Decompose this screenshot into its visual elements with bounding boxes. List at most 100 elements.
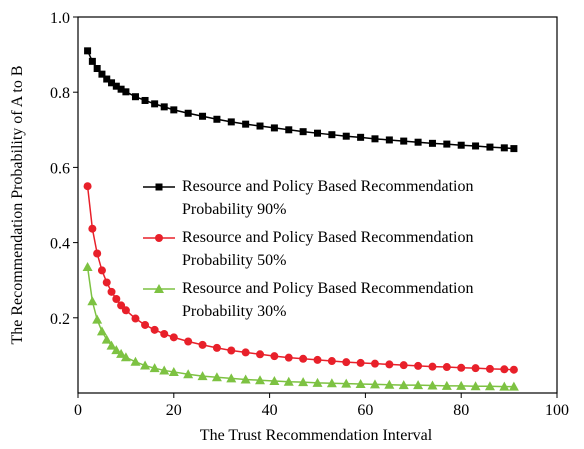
y-tick-label: 0.8 bbox=[50, 85, 70, 102]
marker bbox=[131, 93, 139, 101]
x-tick-label: 80 bbox=[453, 402, 469, 419]
marker bbox=[414, 138, 422, 146]
marker bbox=[399, 361, 408, 370]
marker bbox=[227, 118, 235, 126]
marker bbox=[101, 334, 112, 344]
marker bbox=[384, 379, 395, 389]
marker bbox=[120, 352, 131, 362]
marker bbox=[508, 381, 519, 391]
marker bbox=[341, 378, 352, 388]
marker bbox=[472, 142, 480, 150]
marker bbox=[141, 320, 150, 329]
marker bbox=[160, 103, 168, 111]
marker bbox=[270, 352, 279, 361]
marker bbox=[385, 136, 393, 144]
x-tick-label: 20 bbox=[166, 402, 182, 419]
marker bbox=[184, 109, 192, 117]
marker bbox=[131, 314, 140, 323]
marker bbox=[130, 356, 141, 366]
marker bbox=[159, 365, 170, 375]
y-tick-label: 0.4 bbox=[50, 236, 70, 253]
marker bbox=[88, 57, 96, 65]
marker bbox=[256, 122, 264, 130]
marker bbox=[342, 358, 351, 367]
marker bbox=[122, 88, 130, 96]
marker bbox=[470, 381, 481, 391]
marker bbox=[299, 354, 308, 363]
marker bbox=[87, 296, 98, 306]
marker bbox=[111, 345, 122, 355]
marker bbox=[198, 340, 207, 349]
marker bbox=[427, 380, 438, 390]
marker bbox=[457, 363, 466, 372]
marker bbox=[486, 143, 494, 151]
marker bbox=[150, 325, 159, 334]
marker bbox=[213, 115, 221, 123]
marker bbox=[211, 372, 222, 382]
marker bbox=[413, 380, 424, 390]
marker bbox=[298, 377, 309, 387]
marker bbox=[197, 371, 208, 381]
marker bbox=[141, 96, 149, 104]
marker bbox=[441, 380, 452, 390]
marker bbox=[328, 131, 336, 139]
marker bbox=[284, 353, 293, 362]
marker bbox=[184, 337, 193, 346]
marker bbox=[456, 380, 467, 390]
marker bbox=[370, 359, 379, 368]
marker bbox=[116, 348, 127, 358]
marker bbox=[385, 360, 394, 369]
marker bbox=[117, 301, 126, 310]
marker bbox=[327, 357, 336, 366]
marker bbox=[443, 140, 451, 148]
marker bbox=[471, 364, 480, 373]
marker bbox=[241, 348, 250, 357]
marker bbox=[442, 363, 451, 372]
marker bbox=[82, 262, 93, 272]
marker bbox=[499, 381, 510, 391]
marker bbox=[400, 137, 408, 145]
x-tick-label: 60 bbox=[357, 402, 373, 419]
marker bbox=[102, 278, 111, 287]
marker bbox=[270, 124, 278, 132]
y-tick-label: 1.0 bbox=[50, 10, 70, 27]
marker bbox=[92, 314, 103, 324]
marker bbox=[103, 75, 111, 83]
legend-label: Resource and Policy Based Recommendation… bbox=[182, 229, 474, 269]
marker bbox=[357, 133, 365, 141]
marker bbox=[168, 366, 179, 376]
marker bbox=[269, 375, 280, 385]
marker bbox=[183, 369, 194, 379]
marker bbox=[93, 65, 101, 73]
marker bbox=[500, 365, 509, 374]
marker bbox=[484, 381, 495, 391]
marker bbox=[355, 378, 366, 388]
marker bbox=[342, 132, 350, 140]
marker bbox=[170, 106, 178, 114]
marker bbox=[485, 364, 494, 373]
marker bbox=[414, 361, 423, 370]
legend-label: Resource and Policy Based Recommendation… bbox=[182, 280, 474, 320]
marker bbox=[93, 249, 102, 258]
plot-frame bbox=[77, 16, 558, 394]
marker bbox=[369, 379, 380, 389]
x-tick-label: 100 bbox=[545, 402, 569, 419]
marker bbox=[98, 70, 106, 78]
marker bbox=[356, 358, 365, 367]
y-tick-label: 0.2 bbox=[50, 311, 70, 328]
y-tick-label: 0.6 bbox=[50, 160, 70, 177]
marker bbox=[121, 306, 130, 315]
marker bbox=[428, 362, 437, 371]
marker bbox=[255, 375, 266, 385]
marker bbox=[169, 333, 178, 342]
marker bbox=[299, 128, 307, 136]
x-tick-label: 0 bbox=[74, 402, 82, 419]
legend-marker bbox=[154, 284, 164, 293]
marker bbox=[112, 82, 120, 90]
marker bbox=[227, 346, 236, 355]
marker bbox=[96, 326, 107, 336]
marker bbox=[151, 100, 159, 108]
marker bbox=[428, 139, 436, 147]
marker bbox=[398, 380, 409, 390]
